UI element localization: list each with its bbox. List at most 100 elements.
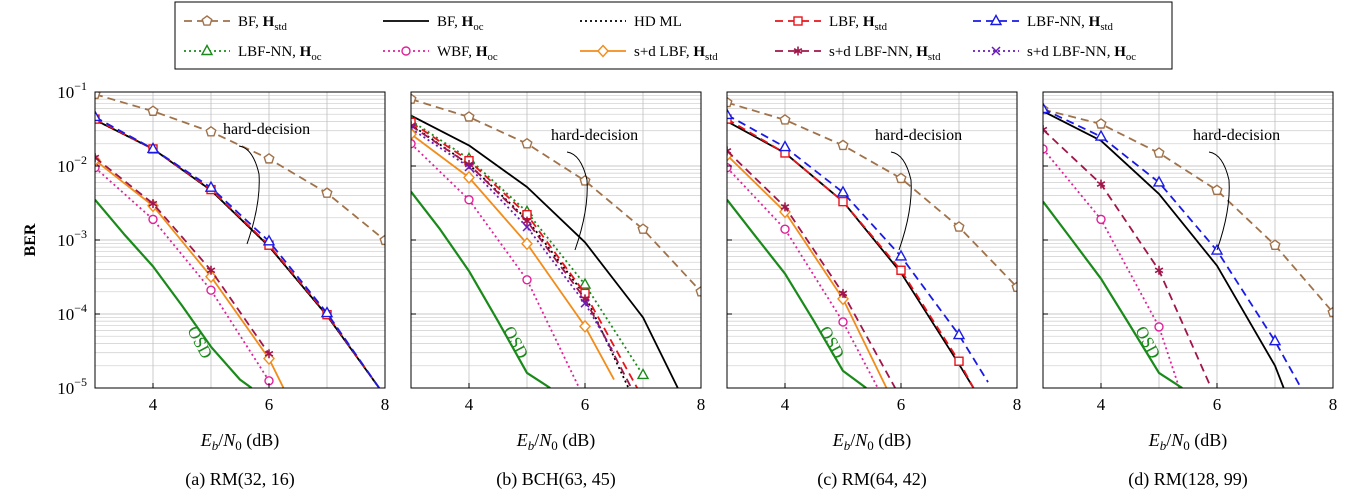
point-lbfnn_std [146, 142, 160, 154]
legend-marker [793, 16, 803, 26]
series-osd [95, 198, 253, 388]
y-tick-label: 10−3 [57, 227, 87, 250]
legend-entry-hd_ml: HD ML [580, 14, 682, 30]
point-wbf_oc [1154, 322, 1164, 332]
point-bf_std [321, 187, 333, 198]
x-tick-label: 6 [1213, 395, 1222, 414]
series-line-bf_std [95, 93, 385, 241]
point-sd_lbfnn_oc [580, 298, 590, 308]
series-bf_oc [727, 120, 975, 388]
series-bf_oc [411, 114, 679, 388]
point-bf_std [895, 172, 907, 184]
point-lbf_std [954, 356, 964, 366]
point-lbfnn_std [1152, 175, 1166, 187]
point-bf_std [1327, 306, 1333, 318]
series-line-bf_oc [95, 119, 380, 388]
x-tick-label: 8 [1013, 395, 1022, 414]
series-line-bf_oc [727, 120, 975, 388]
series-line-lbfnn_std [727, 114, 989, 383]
series-sd_lbfnn_std [727, 146, 896, 388]
point-bf_std [463, 111, 475, 122]
series-line-bf_std [727, 101, 1017, 288]
point-lbfnn_std [727, 107, 734, 120]
annotation-brace [1208, 151, 1230, 251]
series-line-sd_lbf_std [95, 159, 285, 388]
x-tick-label: 8 [1329, 395, 1338, 414]
point-lbfnn_std [204, 180, 218, 192]
x-tick-label: 6 [897, 395, 906, 414]
series-osd [411, 191, 551, 388]
series-wbf_oc [727, 162, 879, 388]
point-wbf_oc [1096, 214, 1106, 225]
annotation-hard-decision: hard-decision [875, 127, 962, 144]
series-line-lbfnn_std [1043, 108, 1302, 388]
series-osd [1043, 200, 1183, 388]
x-axis-label: Eb/N0 (dB) [832, 430, 912, 453]
legend-marker [991, 46, 1001, 56]
legend-entry-sd_lbfnn_oc: s+d LBF-NN, Hoc [973, 44, 1136, 63]
legend-entry-lbf_std: LBF, Hstd [775, 14, 888, 33]
legend-marker [793, 46, 803, 56]
series-line-wbf_oc [727, 166, 879, 388]
grid [1042, 92, 1334, 389]
point-bf_std [953, 221, 965, 232]
x-axis-label: Eb/N0 (dB) [1148, 430, 1228, 453]
series-line-lbf_std [95, 118, 380, 388]
legend-label: BF, Hoc [437, 14, 484, 33]
series-line-lbfnn_oc [411, 119, 644, 376]
point-bf_std [1211, 184, 1223, 196]
point-wbf_oc [838, 317, 848, 327]
point-sd_lbfnn_std [95, 153, 100, 163]
series-wbf_oc [411, 139, 581, 388]
series-bf_oc [1043, 110, 1285, 388]
point-bf_std [205, 125, 217, 137]
series-hd_ml [95, 119, 380, 388]
point-bf_std [1153, 147, 1165, 158]
x-tick-label: 6 [265, 395, 274, 414]
y-axis-label: BER [22, 223, 39, 256]
panel-1: 10−5 10−4 10−3 10−2 10−1 4 6 8 Eb/N0 (dB) BER (a) … [22, 79, 389, 490]
point-wbf_oc [780, 224, 790, 234]
series-line-osd [95, 198, 253, 388]
point-lbfnn_std [778, 140, 792, 152]
legend-entry-bf_oc: BF, Hoc [383, 14, 484, 33]
legend-entry-wbf_oc: WBF, Hoc [383, 44, 498, 63]
point-sd_lbfnn_std [1154, 265, 1164, 275]
point-wbf_oc [522, 275, 532, 285]
legend-marker [200, 44, 214, 56]
point-sd_lbfnn_std [206, 265, 216, 275]
series-osd [727, 199, 867, 388]
point-bf_std [1011, 281, 1017, 292]
series-line-wbf_oc [411, 143, 581, 388]
series-line-bf_oc [411, 114, 679, 388]
point-lbfnn_std [320, 306, 334, 318]
point-sd_lbfnn_std [1096, 179, 1106, 189]
annotation-hard-decision: hard-decision [551, 127, 638, 144]
y-tick-label: 10−2 [57, 153, 87, 176]
grid [410, 92, 702, 389]
panel-caption: (b) BCH(63, 45) [496, 469, 616, 490]
point-bf_std [637, 223, 649, 234]
x-axis-label: Eb/N0 (dB) [200, 430, 280, 453]
legend-label: s+d LBF, Hstd [634, 44, 718, 63]
legend-label: LBF-NN, Hstd [1027, 14, 1114, 33]
point-wbf_oc [411, 139, 416, 149]
point-bf_std [727, 96, 733, 108]
point-lbf_std [896, 265, 906, 275]
x-tick-label: 8 [697, 395, 706, 414]
series-line-osd [1043, 200, 1183, 388]
legend-entry-sd_lbf_std: s+d LBF, Hstd [580, 44, 718, 63]
x-tick-label: 4 [465, 395, 474, 414]
series-line-sd_lbfnn_std [1043, 128, 1213, 388]
legend-label: s+d LBF-NN, Hoc [1027, 44, 1136, 63]
legend: BF, Hstd BF, Hoc HD ML LBF, Hstd LBF-NN, Hst… [174, 1, 1173, 70]
series-sd_lbf_std [727, 148, 888, 388]
y-tick-label: 10−1 [57, 79, 87, 102]
point-bf_std [147, 105, 159, 116]
series-line-bf_oc [1043, 110, 1285, 388]
grid [726, 92, 1018, 389]
legend-marker [201, 15, 213, 26]
annotation-brace [238, 145, 260, 245]
x-tick-label: 4 [1097, 395, 1106, 414]
